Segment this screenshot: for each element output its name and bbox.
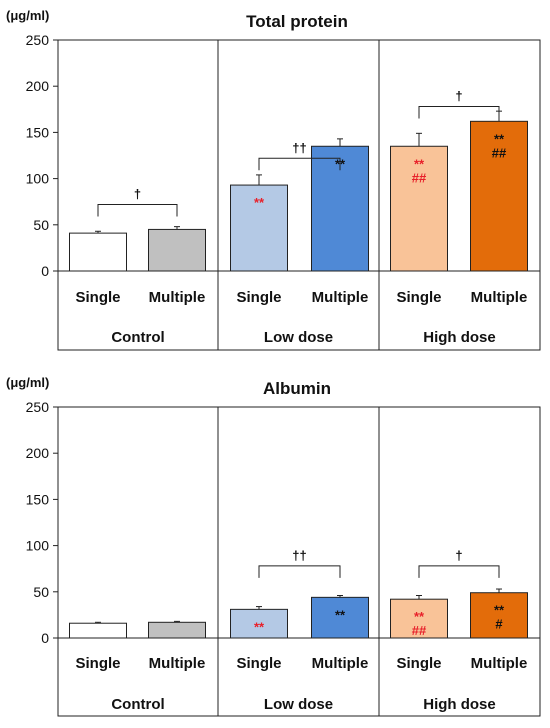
group-label: Control (111, 329, 164, 346)
bracket-label: †† (292, 548, 306, 563)
significance-bracket (97, 203, 178, 217)
chart-panel-1: Total protein (μg/ml) 0 50 100 150 200 250 Singl… (6, 8, 541, 351)
y-tick-label: 100 (26, 171, 50, 187)
bar (390, 145, 448, 272)
category-label: Single (236, 289, 281, 306)
category-label: Single (75, 655, 120, 672)
category-label: Multiple (149, 289, 206, 306)
chart-title: Total protein (246, 12, 348, 31)
category-label: Multiple (312, 655, 369, 672)
significance-marker: ** (414, 609, 425, 624)
significance-marker: ## (412, 623, 427, 638)
chart-title: Albumin (263, 379, 331, 398)
significance-marker: ** (254, 195, 265, 210)
category-label: Single (396, 655, 441, 672)
bracket-label: †† (292, 140, 306, 155)
y-tick-label: 50 (33, 217, 49, 233)
y-tick-label: 150 (26, 491, 50, 507)
significance-marker: ** (494, 131, 505, 146)
significance-marker: ## (412, 170, 427, 185)
bar (230, 608, 288, 639)
significance-marker: ## (492, 145, 507, 160)
group-label: Control (111, 696, 164, 713)
bar (470, 120, 528, 272)
significance-marker: ** (254, 619, 265, 634)
category-label: Multiple (312, 289, 369, 306)
category-label: Multiple (471, 289, 528, 306)
category-label: Single (236, 655, 281, 672)
significance-bracket (258, 565, 341, 578)
group-label: Low dose (264, 329, 333, 346)
significance-marker: ** (414, 156, 425, 171)
bracket-label: † (455, 548, 462, 563)
group-label: High dose (423, 696, 496, 713)
plot-frame (57, 39, 541, 351)
y-tick-label: 0 (41, 263, 49, 279)
bar (69, 622, 127, 639)
category-label: Single (396, 289, 441, 306)
bar (148, 621, 206, 639)
y-tick-label: 100 (26, 538, 50, 554)
bar (69, 232, 127, 272)
significance-bracket (418, 106, 500, 119)
y-tick-label: 250 (26, 399, 50, 415)
bracket-label: † (134, 186, 141, 201)
category-label: Multiple (149, 655, 206, 672)
bar (148, 228, 206, 272)
significance-marker: # (495, 617, 503, 632)
y-tick-label: 50 (33, 584, 49, 600)
bracket-label: † (455, 89, 462, 104)
y-tick-label: 200 (26, 78, 50, 94)
y-tick-label: 150 (26, 124, 50, 140)
chart-panel-2: Albumin (μg/ml) 0 50 100 150 200 250 Single Multi… (6, 375, 541, 717)
group-label: High dose (423, 329, 496, 346)
significance-marker: ** (335, 607, 346, 622)
significance-bracket (418, 565, 500, 578)
bar (390, 598, 448, 639)
y-axis-unit: (μg/ml) (6, 8, 49, 23)
y-axis-unit: (μg/ml) (6, 375, 49, 390)
category-label: Single (75, 289, 120, 306)
y-tick-label: 250 (26, 32, 50, 48)
significance-marker: ** (494, 603, 505, 618)
plot-frame (57, 406, 541, 717)
y-tick-label: 0 (41, 630, 49, 646)
group-label: Low dose (264, 696, 333, 713)
significance-bracket (258, 157, 341, 171)
bar (230, 184, 288, 272)
y-tick-label: 200 (26, 445, 50, 461)
category-label: Multiple (471, 655, 528, 672)
